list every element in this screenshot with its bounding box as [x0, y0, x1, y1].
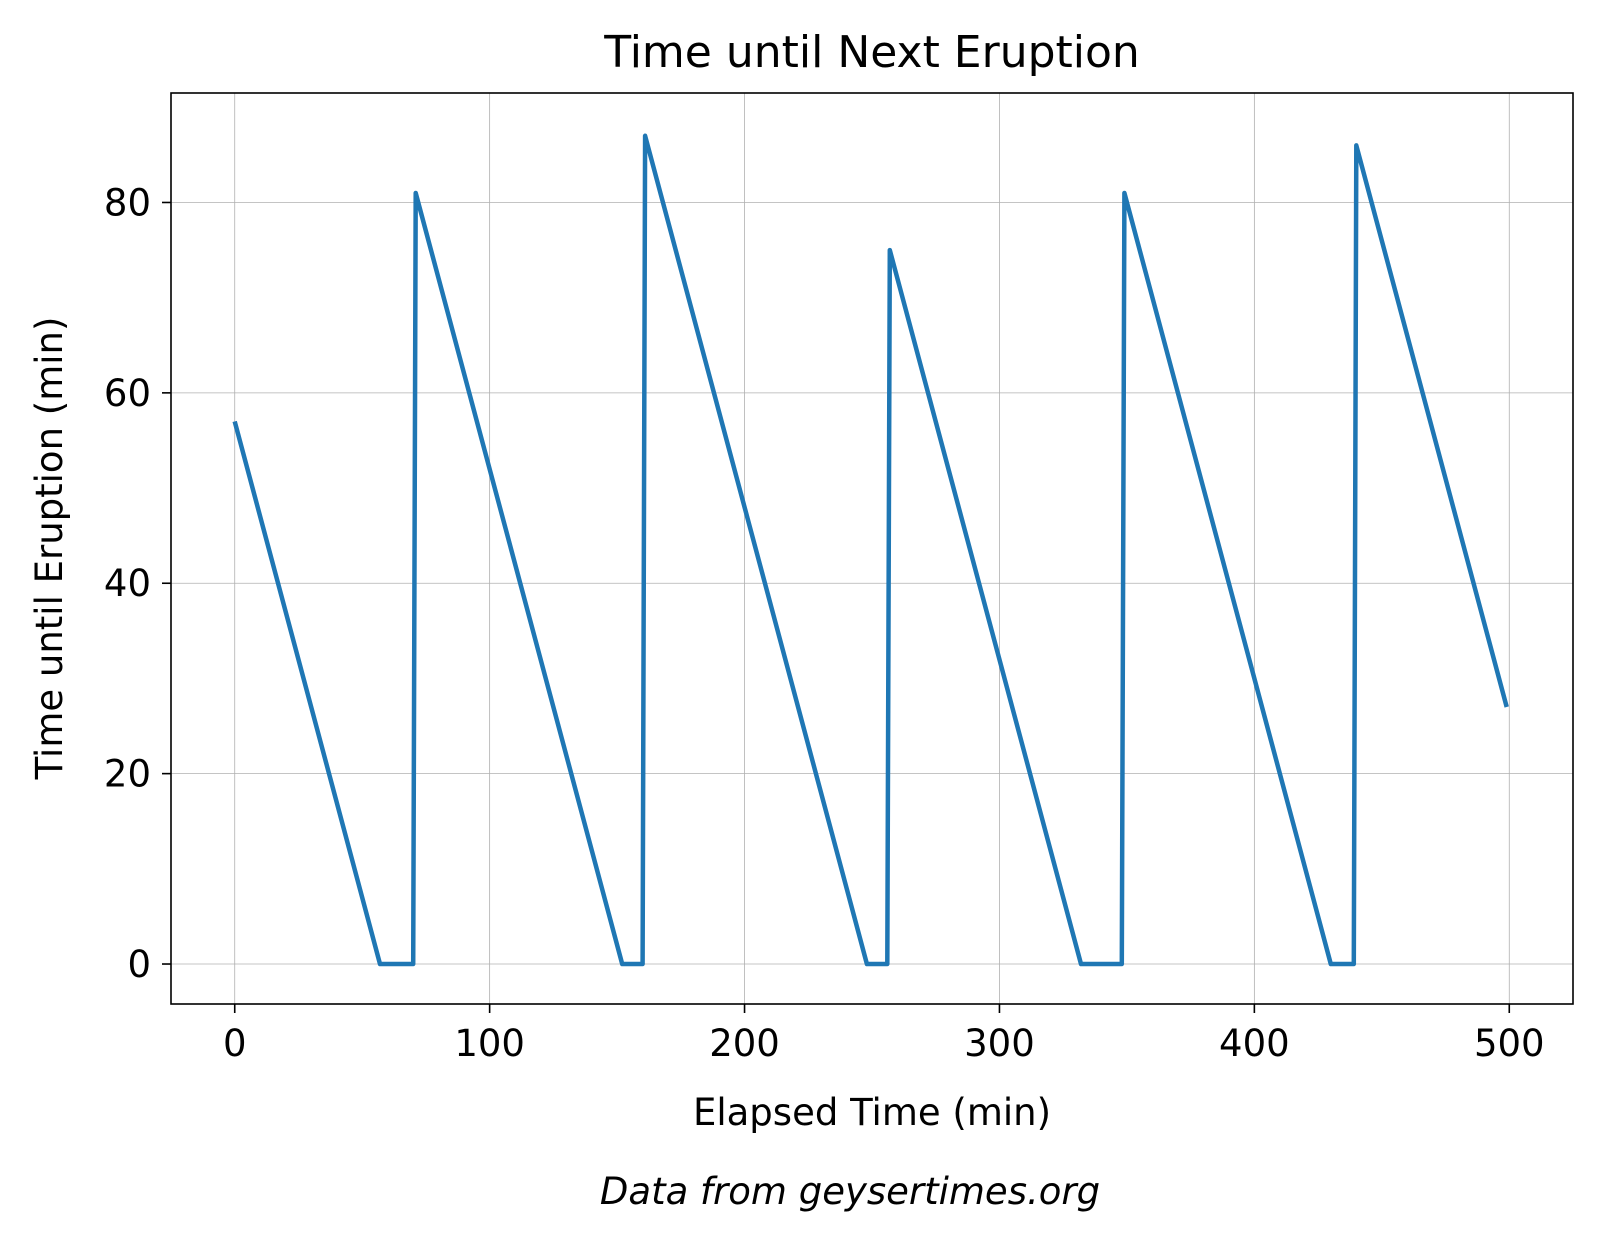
- x-tick-label: 200: [709, 1022, 780, 1065]
- y-tick-label: 60: [104, 372, 151, 415]
- x-tick-label: 0: [223, 1022, 247, 1065]
- y-tick-label: 0: [127, 943, 151, 986]
- x-tick-label: 500: [1474, 1022, 1545, 1065]
- data-source-caption: Data from geysertimes.org: [600, 1170, 1100, 1213]
- x-tick-label: 100: [454, 1022, 525, 1065]
- x-tick-label: 400: [1219, 1022, 1290, 1065]
- y-axis-label: Time until Eruption (min): [28, 317, 71, 781]
- y-tick-label: 20: [104, 753, 151, 796]
- y-tick-label: 40: [104, 562, 151, 605]
- series-line: [232, 133, 1509, 967]
- x-axis-label: Elapsed Time (min): [693, 1091, 1051, 1134]
- series-group: [232, 133, 1509, 967]
- chart-title: Time until Next Eruption: [603, 27, 1140, 78]
- plot-frame: [170, 92, 1574, 1005]
- gridlines: [171, 93, 1573, 1004]
- y-tick-label: 80: [104, 181, 151, 224]
- x-tick-label: 300: [964, 1022, 1035, 1065]
- axis-ticks: 0 100 200 300 400 500 0 20 40 60 80: [104, 181, 1545, 1065]
